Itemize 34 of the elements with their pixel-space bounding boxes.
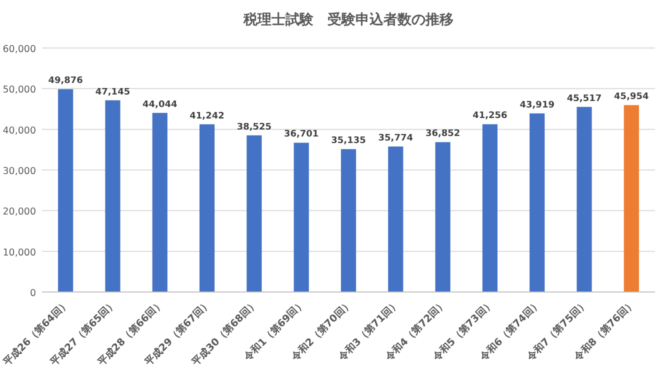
bar	[388, 146, 404, 292]
data-label: 41,256	[472, 111, 508, 122]
data-label: 49,876	[48, 76, 83, 86]
y-tick-label: 40,000	[2, 125, 36, 136]
bar	[530, 113, 545, 292]
bar	[199, 124, 215, 292]
data-label: 43,919	[520, 100, 554, 110]
data-label: 41,242	[190, 111, 224, 122]
data-label: 47,145	[95, 87, 130, 98]
y-tick-label: 20,000	[2, 206, 36, 218]
y-tick-label: 30,000	[2, 166, 36, 177]
y-tick-label: 60,000	[2, 44, 36, 55]
data-label: 35,774	[378, 134, 414, 144]
bar	[294, 142, 309, 292]
data-label: 45,954	[614, 92, 649, 102]
bar	[340, 149, 356, 292]
data-label: 38,525	[236, 122, 272, 132]
bar	[105, 100, 120, 292]
data-label: 45,517	[566, 94, 602, 104]
data-label: 36,852	[425, 129, 460, 140]
y-tick-label: 0	[30, 288, 36, 299]
data-label: 36,701	[284, 130, 319, 140]
chart-title: 税理士試験 受験申込者数の推移	[242, 11, 454, 28]
bar	[246, 135, 262, 292]
y-tick-label: 10,000	[2, 247, 36, 258]
y-tick-label: 50,000	[2, 84, 36, 96]
bar	[152, 112, 168, 292]
data-label: 35,135	[331, 136, 366, 146]
bar	[482, 124, 498, 292]
data-label: 44,044	[142, 100, 178, 110]
bar	[624, 105, 639, 292]
bar	[435, 142, 450, 292]
bar	[576, 106, 592, 292]
bar	[58, 89, 74, 292]
